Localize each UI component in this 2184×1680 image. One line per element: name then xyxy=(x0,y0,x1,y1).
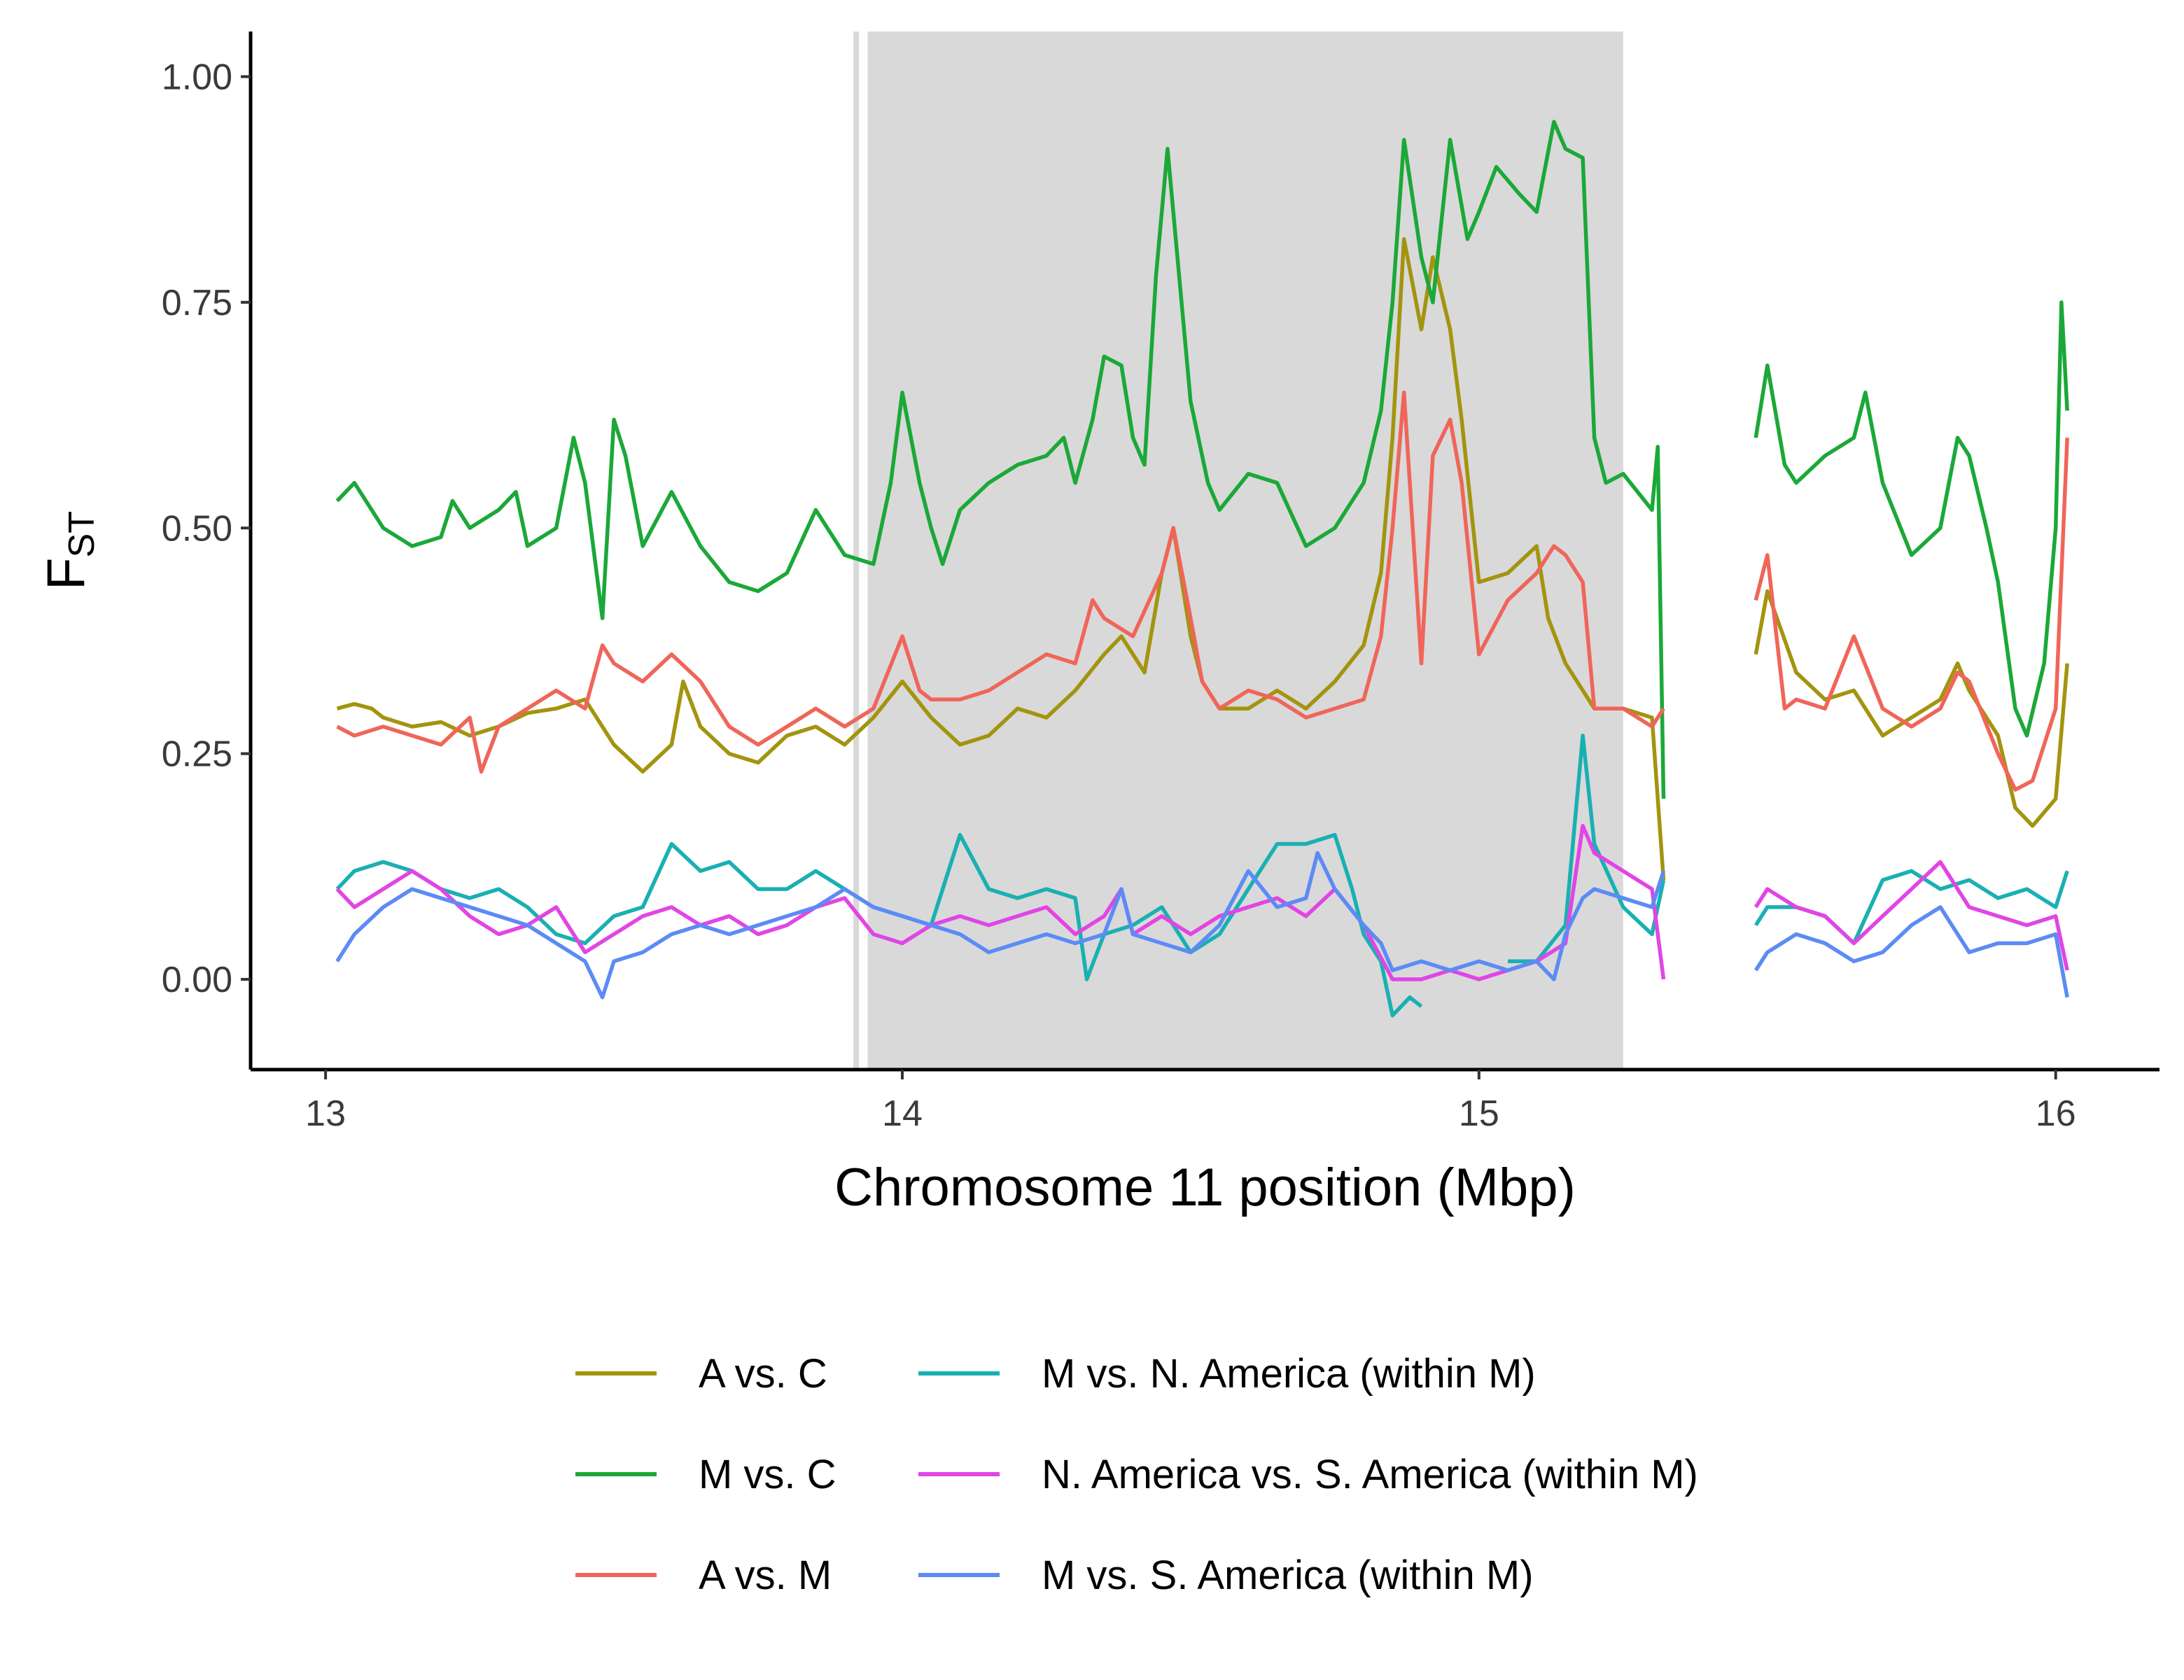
y-axis-title-main: F xyxy=(36,558,96,590)
y-axis-ticks: 0.00 0.25 0.50 0.75 1.00 xyxy=(162,57,251,1000)
legend-item-1: M vs. C xyxy=(575,1452,836,1497)
y-tick-label-4: 1.00 xyxy=(162,57,232,97)
series-5 xyxy=(335,850,2069,1000)
series-line-1-segment-0 xyxy=(335,120,1666,799)
x-axis-title: Chromosome 11 position (Mbp) xyxy=(834,1158,1576,1217)
series-line-5-segment-0 xyxy=(335,850,1666,1000)
series-line-0-segment-1 xyxy=(1754,589,2069,828)
series-line-5-segment-1 xyxy=(1754,905,2069,998)
legend-label-1: M vs. C xyxy=(699,1452,836,1497)
y-tick-label-3: 0.75 xyxy=(162,283,232,323)
x-tick-label-1: 14 xyxy=(882,1093,923,1134)
x-tick-label-3: 16 xyxy=(2036,1093,2076,1134)
series-4 xyxy=(335,824,2069,981)
legend-label-0: A vs. C xyxy=(699,1351,827,1396)
series-0 xyxy=(336,237,2069,881)
y-tick-label-0: 0.00 xyxy=(162,960,232,1000)
highlight-region-0 xyxy=(853,31,860,1070)
series-lines xyxy=(335,120,2069,1018)
y-axis-title-sub: ST xyxy=(62,511,102,557)
y-axis-title: FST xyxy=(36,511,102,590)
legend-label-2: A vs. M xyxy=(699,1553,832,1598)
series-2 xyxy=(336,391,2069,792)
y-tick-label-1: 0.25 xyxy=(162,734,232,775)
x-tick-label-2: 15 xyxy=(1459,1093,1499,1134)
highlight-regions xyxy=(853,31,1623,1070)
series-1 xyxy=(335,120,2069,799)
legend-item-4: N. America vs. S. America (within M) xyxy=(918,1452,1698,1497)
legend: A vs. C M vs. C A vs. M M vs. N. America (w… xyxy=(575,1351,1698,1598)
y-tick-label-2: 0.50 xyxy=(162,508,232,549)
series-line-2-segment-1 xyxy=(1754,438,2069,792)
legend-label-4: N. America vs. S. America (within M) xyxy=(1042,1452,1698,1497)
legend-item-0: A vs. C xyxy=(575,1351,827,1396)
legend-label-3: M vs. N. America (within M) xyxy=(1042,1351,1536,1396)
series-line-1-segment-1 xyxy=(1754,300,2069,738)
legend-item-2: A vs. M xyxy=(575,1553,832,1598)
x-axis-ticks: 13 14 15 16 xyxy=(305,1070,2076,1134)
legend-label-5: M vs. S. America (within M) xyxy=(1042,1553,1534,1598)
x-tick-label-0: 13 xyxy=(305,1093,346,1134)
series-line-3-segment-1 xyxy=(1508,734,1666,964)
series-line-4-segment-1 xyxy=(1754,860,2069,971)
series-line-4-segment-0 xyxy=(335,824,1666,981)
highlight-region-1 xyxy=(867,31,1623,1070)
series-line-0-segment-0 xyxy=(336,237,1666,881)
legend-item-3: M vs. N. America (within M) xyxy=(918,1351,1536,1396)
series-line-2-segment-0 xyxy=(336,391,1665,774)
legend-item-5: M vs. S. America (within M) xyxy=(918,1553,1534,1598)
